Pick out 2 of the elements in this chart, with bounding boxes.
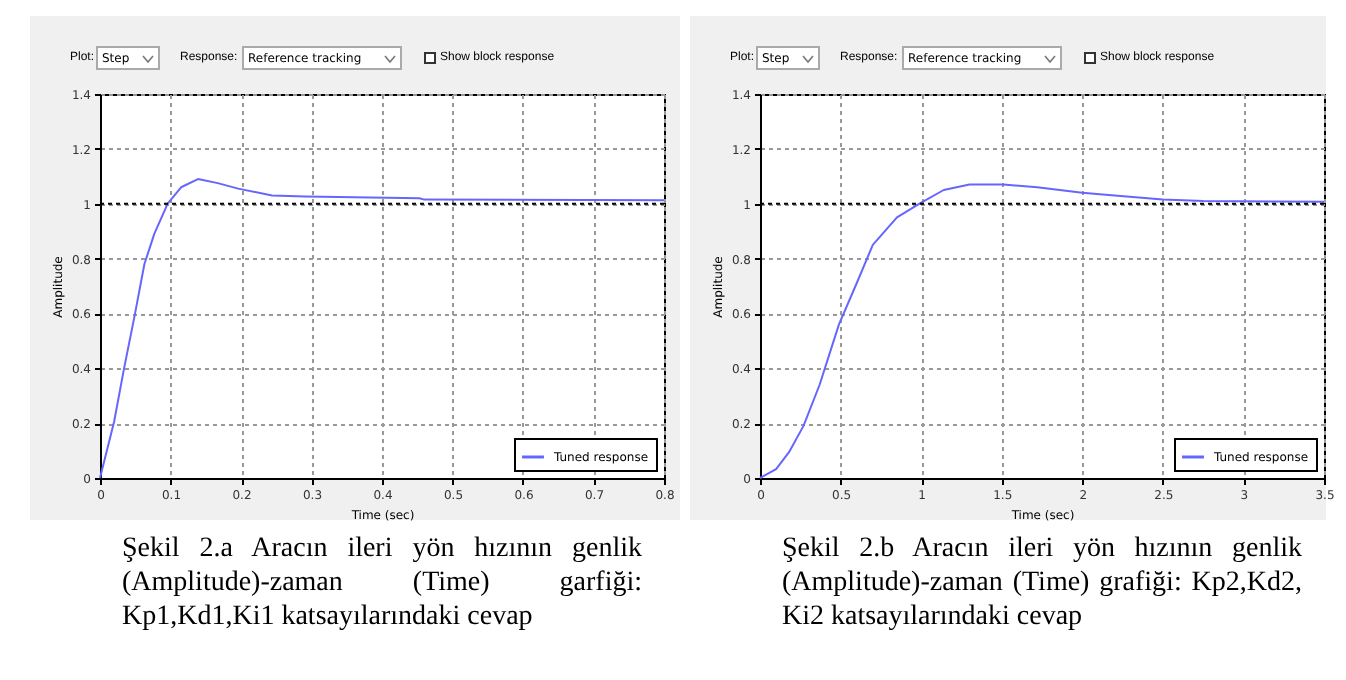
text: Şekil 2.a Aracın ileri yön hızının genlik (Amplitude)-zaman (Time) garfiği: Kp1,Kd1,Ki1 katsayılarındaki cevap: [122, 532, 642, 634]
text: Şekil 2.b Aracın ileri yön hızının genlik (Amplitude)-zaman (Time) grafiği: Kp2,Kd2, Ki2 katsayılarındaki cevap: [782, 532, 1302, 634]
